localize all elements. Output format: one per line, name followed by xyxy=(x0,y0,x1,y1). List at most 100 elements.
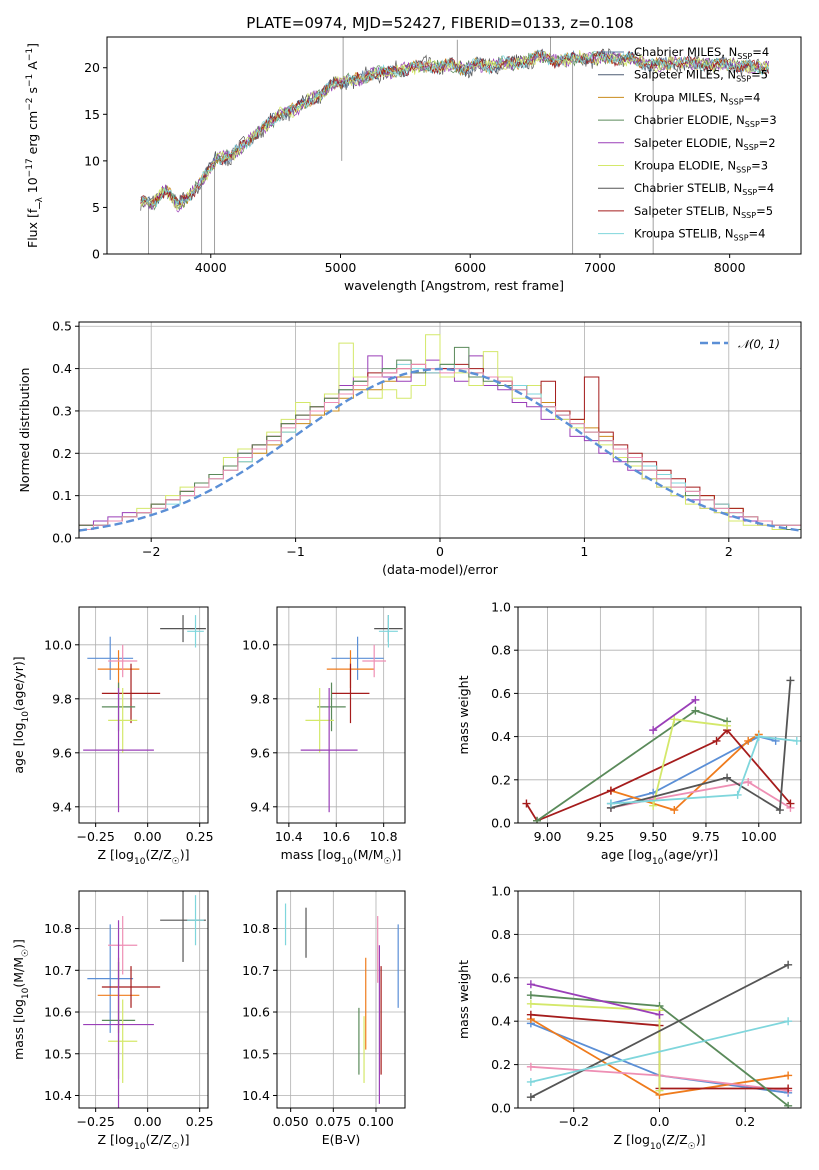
y-tick-label: 0.0 xyxy=(491,1101,511,1116)
panel-age-vs-Z: −0.25 0.00 0.25 9.4 9.6 9.8 10.0 Z [log10(Z/Z☉)… xyxy=(11,606,214,867)
weight-marker xyxy=(784,1017,793,1026)
weight-marker xyxy=(526,991,535,1000)
x-tick-label: 9.25 xyxy=(586,829,614,844)
y-tick-label: 10.5 xyxy=(242,1046,270,1061)
x-tick-label: 0.25 xyxy=(186,1114,214,1129)
x-axis-label: (data-model)/error xyxy=(382,562,499,577)
weight-marker xyxy=(606,799,615,808)
weight-marker xyxy=(775,806,784,815)
x-axis-label: E(B-V) xyxy=(322,1132,361,1147)
y-tick-label: 9.6 xyxy=(52,745,72,760)
x-tick-label: 9.00 xyxy=(534,829,562,844)
y-tick-label: 10 xyxy=(84,153,100,168)
panel-mass-weight-vs-age: 9.00 9.25 9.50 9.75 10.00 0.0 0.2 0.4 0.6 0.8 1.0 a… xyxy=(456,600,802,867)
weight-line xyxy=(610,680,792,812)
y-tick-label: 0.4 xyxy=(491,729,511,744)
plot-area xyxy=(79,334,801,532)
x-tick-label: 0.075 xyxy=(315,1114,351,1129)
weight-marker xyxy=(526,999,535,1008)
y-tick-label: 0.4 xyxy=(491,1014,511,1029)
y-axis-label: mass [log10(M/M☉)] xyxy=(11,939,31,1060)
weight-marker xyxy=(526,1093,535,1102)
weight-marker xyxy=(744,736,753,745)
panel-residuals: 𝒩(0, 1) −2 −1 0 1 2 0.0 0.1 0.2 0.3 0.4 0.5 (data-mo… xyxy=(17,319,802,577)
y-tick-label: 10.7 xyxy=(44,963,72,978)
x-tick-label: 4000 xyxy=(195,260,227,275)
y-tick-label: 10.0 xyxy=(242,637,270,652)
x-tick-label: 0.00 xyxy=(134,1114,162,1129)
weight-marker xyxy=(723,773,732,782)
weight-marker xyxy=(655,1086,664,1095)
y-tick-label: 10.5 xyxy=(44,1046,72,1061)
x-tick-label: 0.100 xyxy=(358,1114,394,1129)
legend-entry: Salpeter MILES, NSSP=5 xyxy=(634,68,768,84)
figure-title: PLATE=0974, MJD=52427, FIBERID=0133, z=0… xyxy=(246,14,633,32)
axes-frame xyxy=(276,890,406,1109)
legend-entry: Chabrier ELODIE, NSSP=3 xyxy=(634,113,777,129)
weight-marker xyxy=(784,1071,793,1080)
weight-marker xyxy=(784,960,793,969)
x-tick-label: 1 xyxy=(580,544,588,559)
y-tick-label: 0.2 xyxy=(52,446,72,461)
weight-marker xyxy=(606,786,615,795)
axes-frame xyxy=(276,606,406,824)
x-axis-label: Z [log10(Z/Z☉)] xyxy=(614,1132,706,1152)
weight-marker xyxy=(744,777,753,786)
y-tick-label: 0.2 xyxy=(491,1057,511,1072)
legend-entry: 𝒩(0, 1) xyxy=(738,337,780,351)
weight-marker xyxy=(649,726,658,735)
x-tick-label: 10.8 xyxy=(370,829,398,844)
weight-line xyxy=(610,781,791,809)
y-tick-label: 10.0 xyxy=(44,637,72,652)
plot-area xyxy=(284,903,399,1104)
weight-line xyxy=(530,983,660,1016)
panel-mass-vs-ebv: 0.050 0.075 0.100 10.4 10.5 10.6 10.7 10.8 E(B-V… xyxy=(242,890,406,1147)
weight-marker xyxy=(754,732,763,741)
y-tick-label: 0.8 xyxy=(491,927,511,942)
legend-entry: Chabrier STELIB, NSSP=4 xyxy=(634,181,774,197)
x-tick-label: 0.0 xyxy=(650,1114,670,1129)
y-tick-label: 0.1 xyxy=(52,488,72,503)
axes-frame xyxy=(78,606,209,824)
weight-marker xyxy=(655,1010,664,1019)
weight-marker xyxy=(723,721,732,730)
x-tick-label: 9.75 xyxy=(692,829,720,844)
legend-entry: Salpeter STELIB, NSSP=5 xyxy=(634,204,773,220)
x-tick-label: 0.00 xyxy=(134,829,162,844)
axes-frame xyxy=(517,606,802,824)
y-tick-label: 9.8 xyxy=(52,691,72,706)
x-axis-label: age [log10(age/yr)] xyxy=(601,847,718,867)
y-tick-label: 10.7 xyxy=(242,963,270,978)
y-tick-label: 9.6 xyxy=(250,745,270,760)
x-tick-label: −0.25 xyxy=(76,829,114,844)
gaussian-curve xyxy=(79,367,801,532)
y-tick-label: 9.8 xyxy=(250,691,270,706)
panel-age-vs-mass: 10.4 10.6 10.8 9.4 9.6 9.8 10.0 mass [log10(M/M… xyxy=(242,606,406,867)
weight-line xyxy=(652,699,696,731)
weight-line xyxy=(525,728,792,822)
y-tick-label: 10.4 xyxy=(44,1088,72,1103)
plot-area xyxy=(83,615,206,813)
weight-line xyxy=(530,963,789,1099)
panel-mass-weight-vs-Z: −0.2 0.0 0.2 0.0 0.2 0.4 0.6 0.8 1.0 Z [log10(Z/Z… xyxy=(456,884,802,1152)
x-tick-label: 2 xyxy=(725,544,733,559)
x-tick-label: 6000 xyxy=(454,260,486,275)
y-tick-label: 0.6 xyxy=(491,970,511,985)
y-tick-label: 1.0 xyxy=(491,884,511,899)
weight-line xyxy=(610,735,797,805)
panel-spectrum: Chabrier MILES, NSSP=4 Salpeter MILES, NS… xyxy=(25,36,802,293)
y-axis-label: Normed distribution xyxy=(17,368,32,493)
weight-marker xyxy=(784,1084,793,1093)
y-axis-label: mass weight xyxy=(456,960,471,1039)
y-axis-label: age [log10(age/yr)] xyxy=(11,656,31,773)
legend-entry: Kroupa ELODIE, NSSP=3 xyxy=(634,159,768,175)
y-tick-label: 0.0 xyxy=(491,816,511,831)
x-tick-label: 0.2 xyxy=(735,1114,755,1129)
axes-frame xyxy=(106,36,802,255)
x-tick-label: −2 xyxy=(142,544,160,559)
weight-marker xyxy=(526,1062,535,1071)
y-tick-label: 0.8 xyxy=(491,643,511,658)
y-tick-label: 0 xyxy=(92,247,100,262)
weight-marker xyxy=(712,736,721,745)
